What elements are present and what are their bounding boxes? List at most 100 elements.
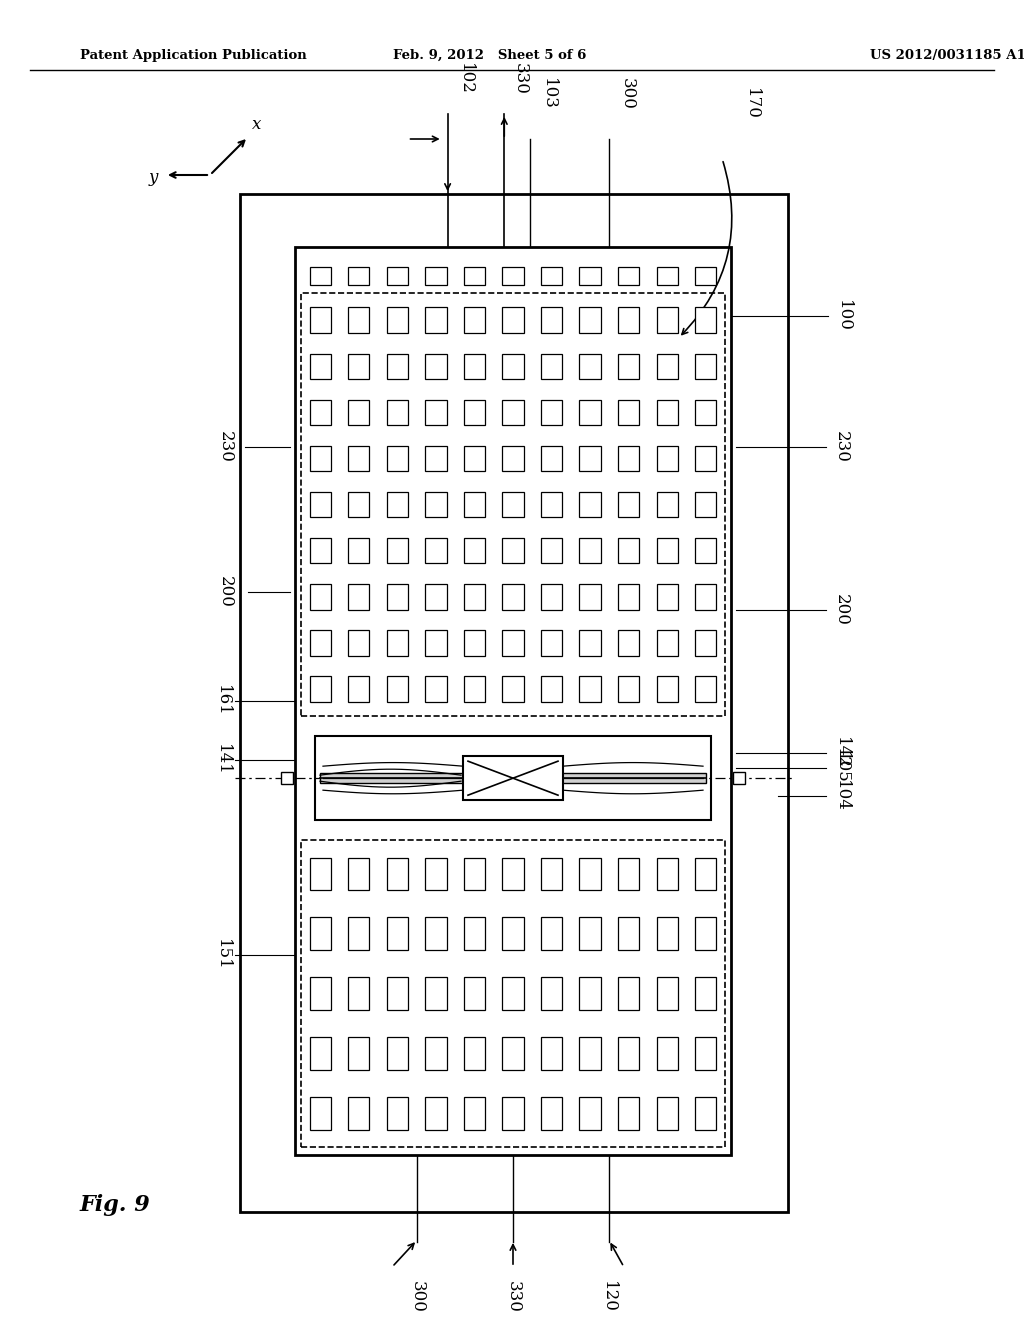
Bar <box>656 676 678 702</box>
Bar <box>541 400 562 425</box>
Bar <box>541 539 562 564</box>
Bar <box>348 1038 370 1069</box>
Text: US 2012/0031185 A1: US 2012/0031185 A1 <box>870 49 1024 62</box>
Bar <box>425 676 446 702</box>
Bar <box>695 676 717 702</box>
Bar <box>425 354 446 379</box>
Bar <box>309 676 331 702</box>
Bar <box>695 917 717 950</box>
Bar <box>503 539 523 564</box>
Bar <box>387 354 408 379</box>
Bar <box>695 539 717 564</box>
Bar <box>580 539 601 564</box>
Text: 105: 105 <box>833 752 850 784</box>
Bar <box>281 772 293 784</box>
Text: 300: 300 <box>409 1282 426 1313</box>
Bar <box>240 194 788 1212</box>
Bar <box>656 917 678 950</box>
Text: 200: 200 <box>833 594 850 626</box>
Bar <box>695 446 717 471</box>
Bar <box>695 267 717 285</box>
Bar <box>656 400 678 425</box>
Bar <box>387 539 408 564</box>
Bar <box>387 267 408 285</box>
Bar <box>541 676 562 702</box>
Bar <box>348 492 370 517</box>
Bar <box>503 354 523 379</box>
Bar <box>464 977 485 1010</box>
Bar <box>541 630 562 656</box>
Bar <box>425 446 446 471</box>
Bar <box>387 858 408 891</box>
Bar <box>425 585 446 610</box>
Text: 200: 200 <box>216 576 233 609</box>
Text: y: y <box>148 169 158 186</box>
Text: 151: 151 <box>213 940 230 972</box>
Bar <box>425 1038 446 1069</box>
Bar <box>309 354 331 379</box>
Bar <box>656 630 678 656</box>
Bar <box>348 267 370 285</box>
Bar <box>309 1038 331 1069</box>
Text: 230: 230 <box>833 430 850 463</box>
Bar <box>618 492 639 517</box>
Bar <box>695 400 717 425</box>
Bar <box>503 585 523 610</box>
Bar <box>309 858 331 891</box>
Bar <box>656 354 678 379</box>
Bar <box>580 977 601 1010</box>
Bar <box>425 630 446 656</box>
Bar <box>309 400 331 425</box>
Bar <box>618 1097 639 1130</box>
Bar <box>618 917 639 950</box>
Bar <box>348 858 370 891</box>
Text: 230: 230 <box>216 430 233 463</box>
Bar <box>580 1097 601 1130</box>
Bar <box>309 585 331 610</box>
Text: 300: 300 <box>618 78 636 110</box>
Bar <box>464 1038 485 1069</box>
Bar <box>425 977 446 1010</box>
Bar <box>656 492 678 517</box>
Bar <box>464 400 485 425</box>
Bar <box>425 492 446 517</box>
Bar <box>503 676 523 702</box>
Text: 330: 330 <box>505 1282 521 1313</box>
Bar <box>348 1097 370 1130</box>
Bar <box>309 446 331 471</box>
Bar <box>541 354 562 379</box>
Bar <box>387 676 408 702</box>
Bar <box>387 585 408 610</box>
Bar <box>348 977 370 1010</box>
Bar <box>387 446 408 471</box>
Bar <box>541 858 562 891</box>
Bar <box>425 917 446 950</box>
Bar <box>541 1097 562 1130</box>
Bar <box>580 267 601 285</box>
Bar <box>541 977 562 1010</box>
Bar <box>309 977 331 1010</box>
Bar <box>503 1097 523 1130</box>
Bar <box>348 676 370 702</box>
Bar <box>618 354 639 379</box>
Bar <box>580 676 601 702</box>
Bar <box>387 1097 408 1130</box>
Bar <box>464 492 485 517</box>
Text: 102: 102 <box>457 63 474 95</box>
Bar <box>464 1097 485 1130</box>
Bar <box>464 917 485 950</box>
Bar <box>580 354 601 379</box>
Text: 141: 141 <box>213 744 230 776</box>
Bar <box>348 630 370 656</box>
Bar <box>464 267 485 285</box>
Bar <box>580 630 601 656</box>
Bar <box>464 539 485 564</box>
Bar <box>503 977 523 1010</box>
Bar <box>695 585 717 610</box>
Text: Feb. 9, 2012   Sheet 5 of 6: Feb. 9, 2012 Sheet 5 of 6 <box>393 49 587 62</box>
Bar <box>425 858 446 891</box>
Text: 161: 161 <box>213 685 230 717</box>
Bar <box>618 539 639 564</box>
Bar <box>425 400 446 425</box>
Bar <box>503 400 523 425</box>
